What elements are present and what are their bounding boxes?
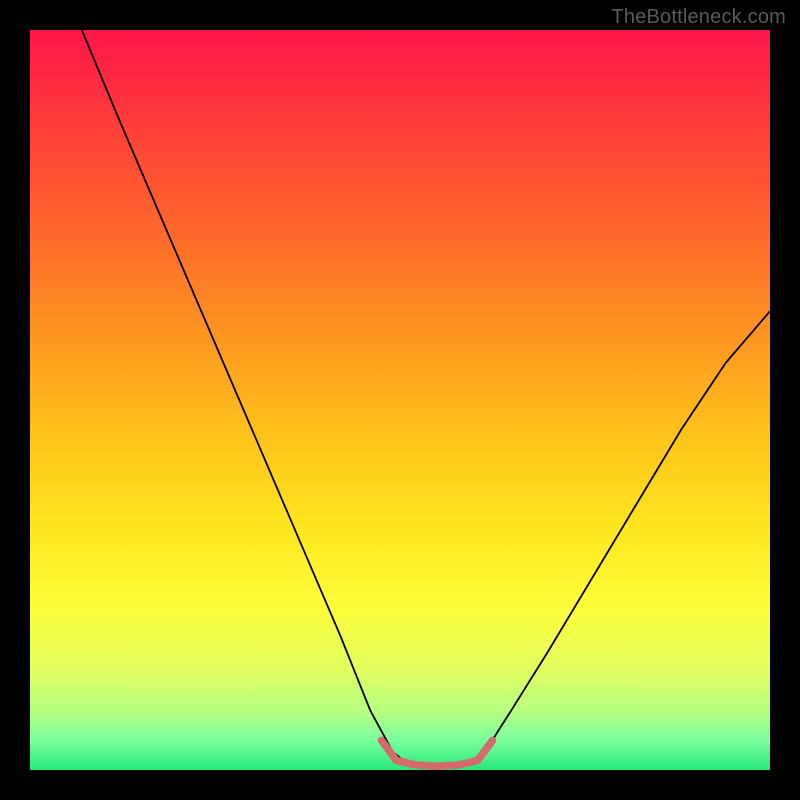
valley-overlay	[382, 740, 493, 766]
curve-layer	[30, 30, 770, 770]
plot-area	[30, 30, 770, 770]
bottleneck-curve	[82, 30, 770, 766]
watermark-text: TheBottleneck.com	[611, 6, 786, 29]
